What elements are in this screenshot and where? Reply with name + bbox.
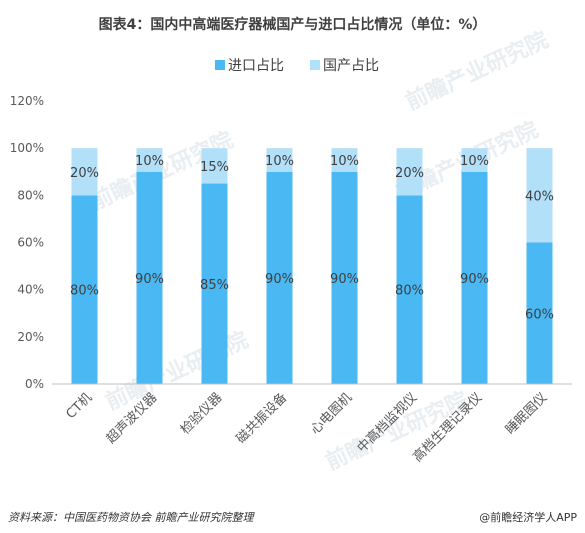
chart-title: 图表4：国内中高端医疗器械国产与进口占比情况（单位：%）	[98, 17, 487, 33]
data-label: 90%	[265, 272, 294, 287]
bars: 80% 20% 90% 10% 85% 15% 90% 10% 90% 10% 80% 20% 90% 1…	[70, 148, 554, 384]
legend: 进口占比 国产占比	[215, 58, 379, 74]
source-note: 资料来源：中国医药物资协会 前瞻产业研究院整理	[8, 511, 254, 524]
bar-segment	[526, 242, 553, 384]
y-tick-label: 40%	[17, 283, 44, 297]
bar-segment	[201, 183, 228, 384]
data-label: 80%	[70, 284, 99, 299]
data-label: 10%	[330, 154, 359, 169]
data-label: 10%	[135, 154, 164, 169]
bar-segment	[201, 148, 228, 184]
bar-segment	[266, 148, 293, 172]
bar-segment	[266, 171, 293, 384]
y-tick-label: 20%	[17, 330, 44, 344]
data-label: 20%	[395, 166, 424, 181]
y-tick-label: 100%	[10, 141, 44, 155]
bar-segment	[526, 148, 553, 243]
data-label: 85%	[200, 278, 229, 293]
data-label: 15%	[200, 160, 229, 175]
x-tick-label: 磁共振设备	[233, 390, 290, 447]
bar-segment	[396, 195, 423, 384]
data-label: 40%	[525, 189, 554, 204]
bar-segment	[136, 171, 163, 384]
data-label: 90%	[330, 272, 359, 287]
y-tick-label: 120%	[10, 94, 44, 108]
data-label: 90%	[135, 272, 164, 287]
watermark-text: 前瞻产业研究院	[402, 27, 553, 116]
x-tick-label: CT机	[63, 390, 95, 422]
y-axis: 0% 20% 40% 60% 80% 100% 120%	[10, 94, 44, 391]
y-tick-label: 80%	[17, 188, 44, 202]
x-tick-label: 检验仪器	[177, 390, 225, 438]
data-label: 10%	[460, 154, 489, 169]
bar-segment	[461, 148, 488, 172]
legend-label: 进口占比	[228, 58, 284, 74]
data-label: 10%	[265, 154, 294, 169]
bar-segment	[71, 195, 98, 384]
legend-swatch	[215, 60, 225, 70]
y-tick-label: 0%	[25, 377, 44, 391]
y-tick-label: 60%	[17, 236, 44, 250]
bar-segment	[331, 171, 358, 384]
x-tick-label: 睡眠图仪	[503, 390, 550, 437]
bar-segment	[331, 148, 358, 172]
legend-label: 国产占比	[323, 58, 379, 74]
x-tick-label: 心电图机	[308, 390, 355, 437]
legend-swatch	[310, 60, 320, 70]
data-label: 80%	[395, 284, 424, 299]
watermark-text: 前瞻产业研究院	[102, 327, 253, 416]
bar-segment	[136, 148, 163, 172]
data-label: 60%	[525, 307, 554, 322]
data-label: 90%	[460, 272, 489, 287]
bar-segment	[396, 148, 423, 196]
data-label: 20%	[70, 166, 99, 181]
bar-segment	[71, 148, 98, 196]
bar-segment	[461, 171, 488, 384]
brand-note: @前瞻经济学人APP	[479, 511, 577, 524]
